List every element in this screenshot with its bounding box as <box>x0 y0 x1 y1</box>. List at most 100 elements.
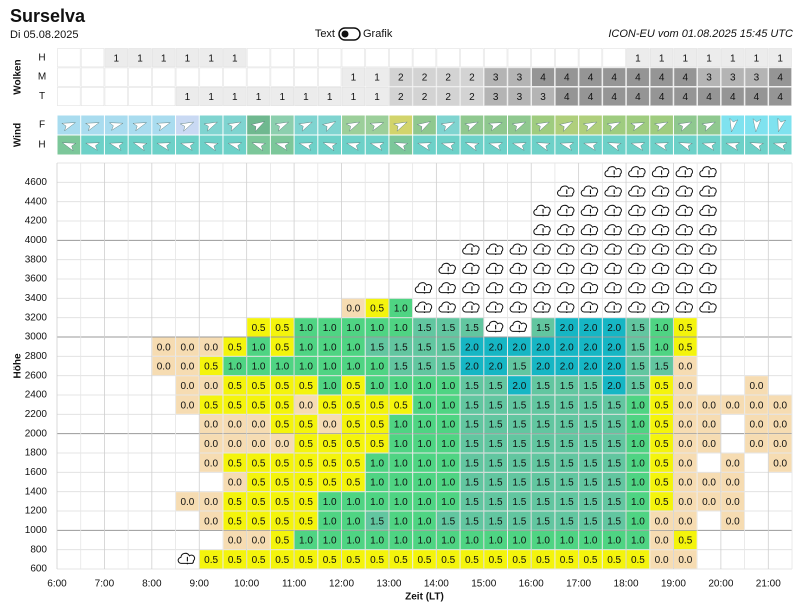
cloud-cell <box>341 48 366 68</box>
heat-value: 0.5 <box>346 420 360 431</box>
heat-cell <box>745 376 768 395</box>
warning-dot <box>471 272 473 275</box>
cloud-outline <box>485 243 504 255</box>
heat-value: 1.0 <box>584 536 598 547</box>
wind-arrow <box>440 121 456 132</box>
heat-value: 1.0 <box>607 536 621 547</box>
cloud-cell <box>365 48 389 68</box>
heat-value: 0.0 <box>678 555 692 566</box>
heat-value: 0.5 <box>252 323 266 334</box>
cloud-outline <box>580 185 599 197</box>
heat-cell <box>673 337 697 356</box>
toggle-knob[interactable] <box>341 30 349 38</box>
heat-value: 0.5 <box>228 342 242 353</box>
heat-value: 1.5 <box>607 420 621 431</box>
heat-cell <box>602 472 626 492</box>
heat-cell <box>721 511 745 530</box>
warning-dot <box>613 272 615 275</box>
wind-arrow <box>654 142 670 151</box>
view-toggle[interactable] <box>338 27 361 41</box>
heat-cell <box>531 337 555 356</box>
cloud-cell <box>128 48 152 68</box>
warning-dot <box>589 311 592 313</box>
heat-cell <box>697 492 721 511</box>
heat-cell <box>650 356 673 376</box>
heat-value: 0.5 <box>299 555 313 566</box>
cloud-outline <box>580 262 599 274</box>
heat-cell <box>389 492 413 511</box>
storm-cloud-icon <box>557 204 575 217</box>
heat-value: 1.0 <box>631 478 645 489</box>
cloud-cell <box>104 67 128 87</box>
wind-arrow <box>606 142 622 152</box>
heat-value: 1.5 <box>489 478 503 489</box>
heat-value: 0.0 <box>228 478 242 489</box>
heat-value: 1.5 <box>489 458 503 469</box>
warning-dot <box>494 272 497 275</box>
heat-value: 0.0 <box>726 400 740 411</box>
heat-cell <box>199 453 223 472</box>
heat-cell <box>579 395 602 414</box>
cloud-value: 1 <box>777 53 783 64</box>
heat-value: 2.0 <box>607 362 621 373</box>
cloud-value: 1 <box>374 73 380 84</box>
heat-cell <box>413 472 436 492</box>
warning-dot <box>518 253 521 255</box>
heat-cell <box>294 376 318 395</box>
warning-dot <box>637 253 639 255</box>
heat-cell <box>436 530 460 550</box>
heat-cell <box>247 414 270 434</box>
heat-cell <box>507 395 531 414</box>
cloud-outline <box>438 301 456 313</box>
heat-cell <box>223 492 247 511</box>
heat-cell <box>389 550 413 569</box>
y-tick-label: 600 <box>30 564 47 575</box>
cloud-cell <box>270 48 294 68</box>
heat-value: 0.5 <box>275 555 289 566</box>
heat-value: 1.5 <box>607 439 621 450</box>
heat-cell <box>697 414 721 434</box>
heat-value: 1.0 <box>299 536 313 547</box>
warning-dot <box>471 311 473 313</box>
heat-value: 0.5 <box>394 555 408 566</box>
heat-cell <box>626 511 650 530</box>
wind-arrow <box>61 142 77 152</box>
heat-value: 0.5 <box>418 555 432 566</box>
heat-cell <box>342 472 365 492</box>
heat-cell <box>342 492 365 511</box>
toggle-label-text[interactable]: Text <box>315 28 335 40</box>
cloud-outline <box>580 301 599 313</box>
cloud-outline <box>580 282 599 294</box>
heat-cell <box>436 550 460 569</box>
heat-cell <box>223 511 247 530</box>
heat-value: 0.0 <box>204 420 218 431</box>
cloud-outline <box>557 301 575 313</box>
toggle-label-graphic[interactable]: Grafik <box>363 28 393 40</box>
storm-cloud-icon <box>580 185 599 197</box>
heat-value: 0.5 <box>275 536 289 547</box>
heat-cell <box>555 550 579 569</box>
cloud-cell <box>318 48 342 68</box>
heat-value: 0.0 <box>655 536 669 547</box>
heat-value: 0.5 <box>252 516 266 527</box>
heat-cell <box>579 530 602 550</box>
wind-arrow <box>582 121 598 132</box>
heat-value: 0.0 <box>702 420 716 431</box>
heat-cell <box>365 453 389 472</box>
heat-cell <box>507 337 531 356</box>
heat-value: 0.0 <box>678 381 692 392</box>
heat-cell <box>579 550 602 569</box>
cloud-cell <box>270 87 294 107</box>
warning-dot <box>660 253 663 255</box>
cloud-cell <box>246 48 271 68</box>
warning-dot <box>684 214 687 217</box>
heat-value: 1.0 <box>631 458 645 469</box>
heat-value: 0.5 <box>204 555 218 566</box>
cloud-value: 4 <box>564 92 570 103</box>
heat-value: 0.5 <box>228 381 242 392</box>
heat-value: 0.0 <box>726 458 740 469</box>
wind-arrow <box>535 142 551 152</box>
heat-cell <box>579 414 602 434</box>
heat-cell <box>223 414 247 434</box>
wind-arrow <box>678 142 693 152</box>
